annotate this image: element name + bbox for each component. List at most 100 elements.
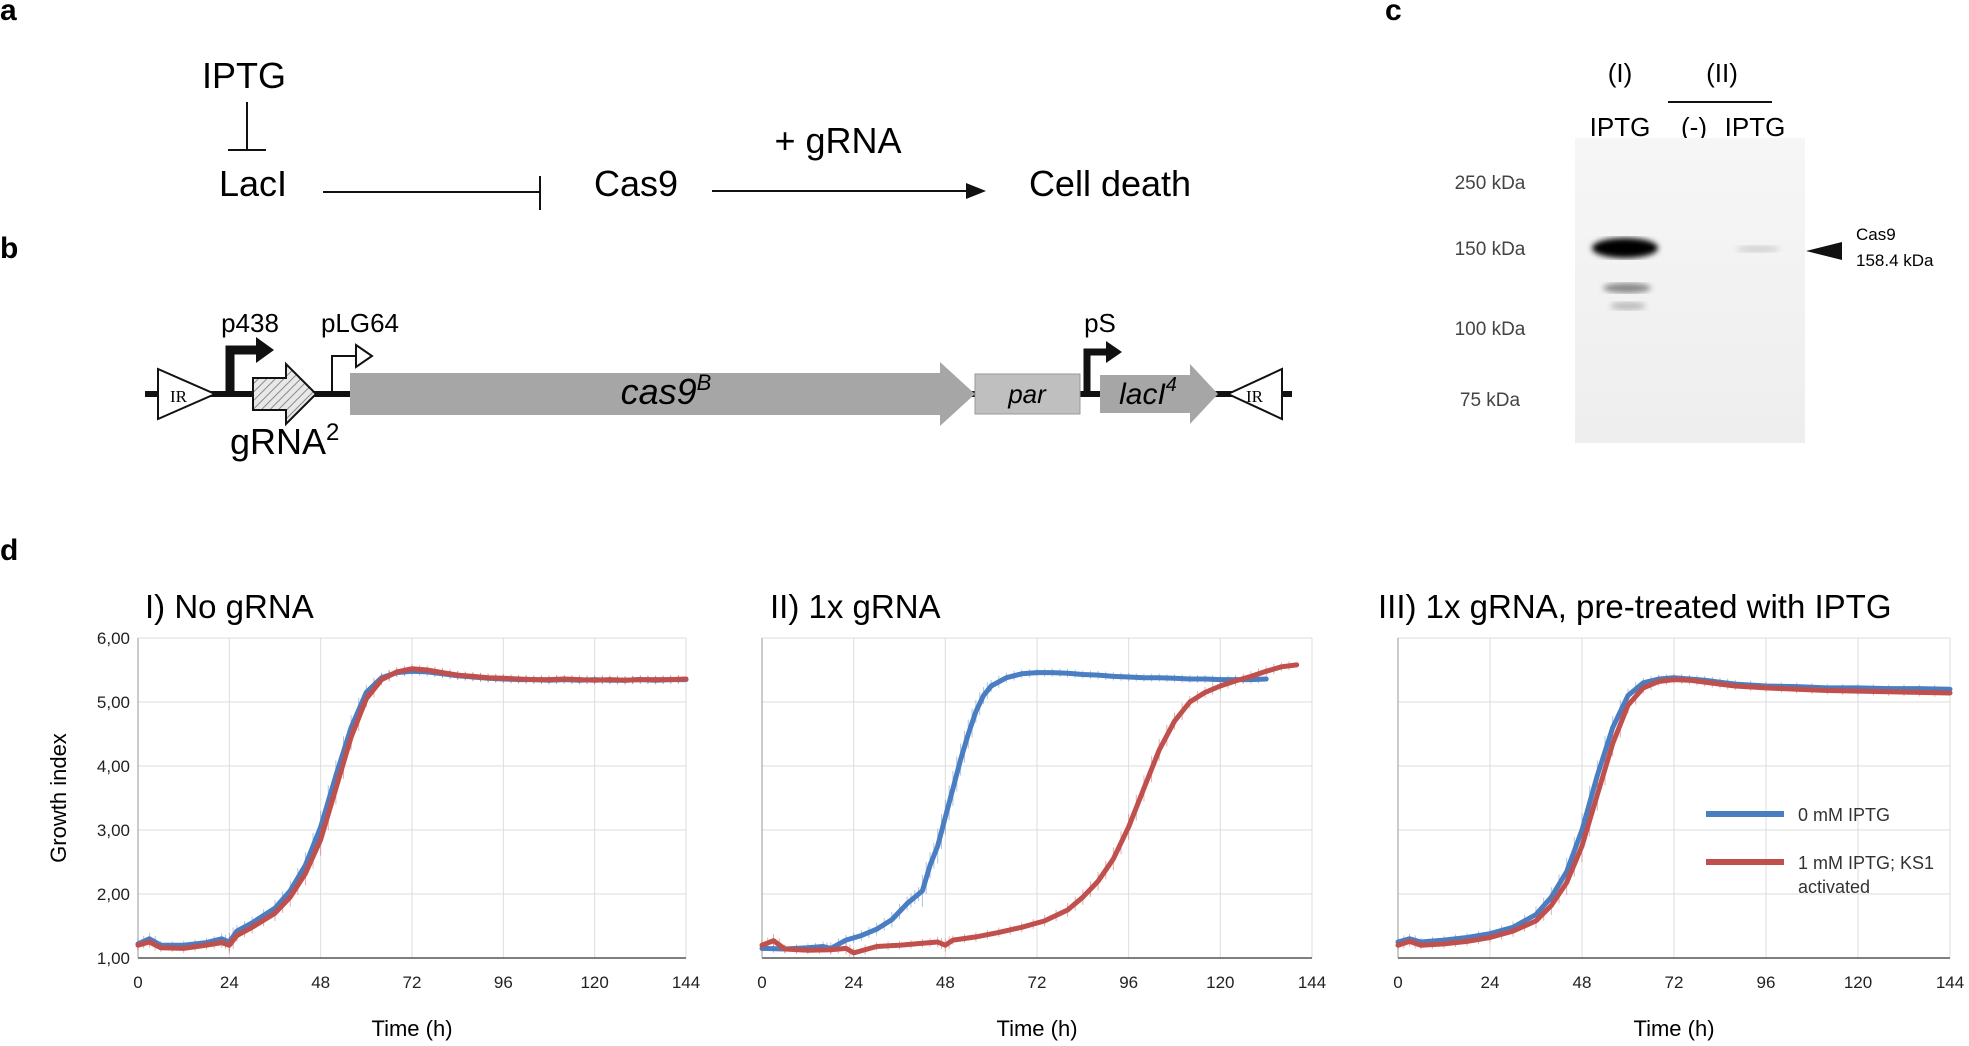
plg64-promoter-arrow [331,355,358,394]
x-axis-label: Time (h) [996,1016,1077,1041]
blot-lane-1-label: IPTG [1590,112,1651,142]
p438-promoter-arrow [225,345,258,394]
growth-chart-3: 0 24 48 72 96 120 144 Time (h) III) 1x gRNA, pre… [1378,588,1964,1041]
legend-label-line-1: 1 mM IPTG; KS1 [1798,853,1934,873]
x-tick-label: 0 [757,973,766,992]
legend-label: 0 mM IPTG [1798,805,1890,825]
blot-band-cas9-strong [1592,238,1658,258]
blot-lane-2-label: (-) [1681,112,1707,142]
blot-group-2-label: (II) [1706,58,1738,88]
x-axis-label: Time (h) [1633,1016,1714,1041]
series-line [759,662,1300,956]
cas9-label: Cas9 [594,163,678,204]
ps-promoter-head [1106,341,1122,363]
p438-label: p438 [221,308,279,338]
activation-arrowhead [966,183,986,199]
x-tick-label: 96 [1757,973,1776,992]
marker-150: 150 kDa [1455,239,1526,260]
blot-band-degradation [1603,283,1651,293]
ir-right-label: IR [1246,387,1264,406]
grna-label: + gRNA [774,120,901,161]
cas9-band-kda: 158.4 kDa [1856,251,1934,270]
cas9-band-label: Cas9 [1856,225,1896,244]
panel-d-growth-charts: 0 24 48 72 96 120 144 1,00 2,00 3,00 4,00 5,00 6,00 T… [46,588,1964,1041]
series-red [135,664,689,954]
x-tick-label: 48 [311,973,330,992]
x-tick-label: 96 [1119,973,1138,992]
blot-band-cas9-faint [1736,246,1780,252]
panel-c-western-blot: (I) (II) IPTG (-) IPTG 250 kDa 150 kDa 1… [1455,58,1934,443]
x-tick-label: 96 [494,973,513,992]
iptg-label: IPTG [202,55,286,96]
panel-letter-b: b [0,232,18,265]
legend-label-line-2: activated [1798,877,1870,897]
marker-100: 100 kDa [1455,319,1526,340]
marker-75: 75 kDa [1460,390,1521,411]
panel-letter-a: a [0,0,17,27]
cas9-gene-label: cas9B [621,370,712,412]
y-axis-label: Growth index [46,733,71,863]
marker-250: 250 kDa [1455,173,1526,194]
panel-letter-c: c [1385,0,1402,27]
par-box [974,373,1081,415]
ps-promoter-arrow [1083,348,1108,394]
blot-lane-3-label: IPTG [1725,112,1786,142]
y-tick-label: 5,00 [97,693,130,712]
x-tick-label: 120 [1206,973,1234,992]
y-tick-label: 2,00 [97,885,130,904]
cas9-band-pointer [1806,242,1842,260]
grna-gene-label: gRNA2 [230,419,339,462]
cell-death-label: Cell death [1029,163,1191,204]
cas9-gene-arrow [350,362,975,426]
blot-group-1-label: (I) [1608,58,1633,88]
par-label: par [1007,379,1047,409]
laci-gene-label: lacI4 [1119,374,1177,411]
x-tick-label: 24 [1481,973,1500,992]
panel-a-scheme: IPTG LacI Cas9 + gRNA Cell death [202,55,1191,210]
plg64-promoter-head [355,343,374,369]
y-tick-label: 4,00 [97,757,130,776]
x-tick-label: 120 [1844,973,1872,992]
x-tick-label: 144 [672,973,700,992]
chart-title: III) 1x gRNA, pre-treated with IPTG [1378,588,1892,625]
y-tick-label: 1,00 [97,949,130,968]
panel-letter-d: d [0,534,18,567]
x-tick-label: 72 [403,973,422,992]
x-tick-label: 144 [1936,973,1964,992]
blot-band-degradation-faint [1610,302,1646,310]
ir-right-triangle [1225,367,1283,421]
series-blue [759,668,1269,955]
laci-label: LacI [219,163,287,204]
series-line [1395,677,1953,948]
laci-gene-arrow [1100,364,1218,424]
chart-title: I) No gRNA [145,588,314,625]
series-line [135,666,689,951]
grna-arrow [252,361,318,427]
x-tick-label: 72 [1665,973,1684,992]
x-tick-label: 72 [1028,973,1047,992]
plg64-label: pLG64 [321,308,399,338]
x-tick-label: 24 [844,973,863,992]
y-tick-label: 3,00 [97,821,130,840]
x-tick-label: 144 [1298,973,1326,992]
y-tick-label: 6,00 [97,629,130,648]
chart-legend: 0 mM IPTG 1 mM IPTG; KS1 activated [1706,805,1934,897]
x-tick-label: 120 [580,973,608,992]
ir-left-triangle [157,367,218,421]
x-tick-label: 0 [133,973,142,992]
p438-promoter-head [256,337,274,363]
panel-b-construct: IR p438 gRNA2 pLG64 cas9B par pS lacI4 I… [145,308,1292,462]
x-tick-label: 24 [220,973,239,992]
x-axis-label: Time (h) [371,1016,452,1041]
x-tick-label: 0 [1393,973,1402,992]
series-red [1395,675,1953,951]
growth-chart-2: 0 24 48 72 96 120 144 Time (h) II) 1x gRNA [757,588,1326,1041]
ps-label: pS [1084,308,1116,338]
x-tick-label: 48 [1573,973,1592,992]
growth-chart-1: 0 24 48 72 96 120 144 1,00 2,00 3,00 4,00 5,00 6,00 T… [46,588,700,1041]
series-line [1395,675,1953,945]
ir-left-label: IR [170,387,188,406]
x-tick-label: 48 [936,973,955,992]
series-line [759,670,1269,952]
